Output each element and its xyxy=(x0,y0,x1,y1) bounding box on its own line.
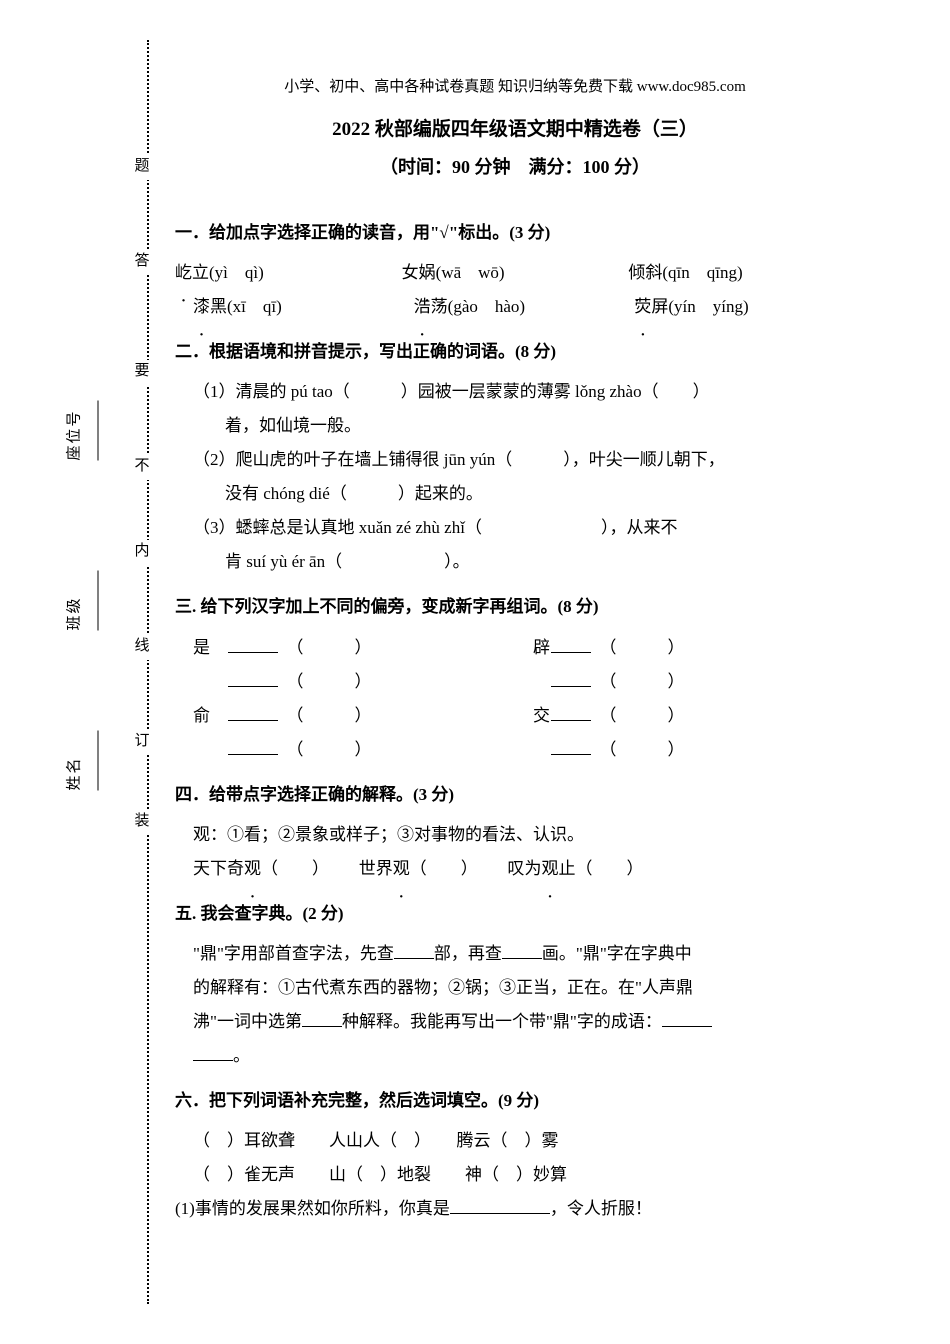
blank-name xyxy=(84,731,99,791)
blank xyxy=(551,738,591,755)
blank-class xyxy=(84,571,99,631)
s5-l1: "鼎"字用部首查字法，先查 部，再查 画。"鼎"字在字典中 xyxy=(175,937,855,971)
s4c-p: （ ） xyxy=(576,859,644,878)
s5-l3b: 种解释。我能再写出一个带"鼎"字的成语： xyxy=(342,1012,662,1031)
blank xyxy=(551,670,591,687)
s3-c0: 是 xyxy=(175,631,211,665)
s5-l4t: 。 xyxy=(233,1046,250,1065)
s1r1c-dot: 倾 xyxy=(628,256,645,290)
s1-row2: 漆黑(xī qī) 浩荡(gào hào) 荧屏(yín yíng) xyxy=(175,290,855,324)
s1r2a-dot: 漆 xyxy=(193,290,210,324)
s1r2a: 黑(xī qī) xyxy=(210,297,282,316)
gutter-seg-ding: 订 xyxy=(131,730,152,755)
s5-l1c: 画。"鼎"字在字典中 xyxy=(542,944,692,963)
section-4-head: 四．给带点字选择正确的解释。(3 分) xyxy=(175,781,855,808)
s6-q1b: ，令人折服！ xyxy=(550,1199,652,1218)
gutter-seg-da: 答 xyxy=(131,250,152,275)
blank xyxy=(662,1010,712,1027)
s2-l1a: （1）清晨的 pú tao（ ）园被一层蒙蒙的薄雾 lǒng zhào（ ） xyxy=(175,375,855,409)
gutter-seg-xian: 线 xyxy=(131,635,152,660)
page-content: 小学、初中、高中各种试卷真题 知识归纳等免费下载 www.doc985.com … xyxy=(175,75,855,1226)
s2-l1b: 着，如仙境一般。 xyxy=(175,409,855,443)
blank xyxy=(502,942,542,959)
s2-l3b: 肯 suí yù ér ān（ ）。 xyxy=(175,545,855,579)
s4b-guan: 观 xyxy=(393,852,410,886)
s4a-guan: 观 xyxy=(244,852,261,886)
s1r1b-pre: 女 xyxy=(402,263,419,282)
s6-q1a: (1)事情的发展果然如你所料，你真是 xyxy=(175,1199,450,1218)
s1r2c-dot: 荧 xyxy=(634,290,651,324)
s3-row4: （ ） （ ） xyxy=(175,733,855,767)
section-2-head: 二．根据语境和拼音提示，写出正确的词语。(8 分) xyxy=(175,338,855,365)
label-class: 班级 xyxy=(63,571,104,631)
s5-l3a: 沸"一词中选第 xyxy=(193,1012,302,1031)
label-seat: 座位号 xyxy=(63,401,104,461)
section-5-head: 五. 我会查字典。(2 分) xyxy=(175,900,855,927)
s6-q1: (1)事情的发展果然如你所料，你真是 ，令人折服！ xyxy=(175,1192,855,1226)
label-class-text: 班级 xyxy=(67,596,83,630)
blank xyxy=(394,942,434,959)
s4b: 世界 xyxy=(359,859,393,878)
s3-c1: 辟 xyxy=(515,631,551,665)
s3-row1: 是 （ ） 辟 （ ） xyxy=(175,631,855,665)
s1r1a: 立(yì qì) xyxy=(192,263,264,282)
section-6-head: 六．把下列词语补充完整，然后选词填空。(9 分) xyxy=(175,1087,855,1114)
s4a-p: （ ） xyxy=(261,859,321,878)
exam-subtitle: （时间：90 分钟 满分：100 分） xyxy=(175,153,855,179)
s5-l3: 沸"一词中选第 种解释。我能再写出一个带"鼎"字的成语： xyxy=(175,1005,855,1039)
s2-l2a: （2）爬山虎的叶子在墙上铺得很 jūn yún（ ），叶尖一顺儿朝下， xyxy=(175,443,855,477)
s5-l1b: 部，再查 xyxy=(434,944,502,963)
s4b-p: （ ） xyxy=(410,859,470,878)
gutter-seg-zhuang: 装 xyxy=(131,810,152,835)
label-name-text: 姓名 xyxy=(67,756,83,790)
s1r1b-dot: 娲 xyxy=(419,256,436,290)
s3-row2: （ ） （ ） xyxy=(175,665,855,699)
s1r1c: 斜(qīn qīng) xyxy=(645,263,742,282)
s4c-guan: 观 xyxy=(542,852,559,886)
blank xyxy=(551,636,591,653)
s1r2b-dot: 浩 xyxy=(414,290,431,324)
gutter-seg-nei: 内 xyxy=(131,540,152,565)
section-3-head: 三. 给下列汉字加上不同的偏旁，变成新字再组词。(8 分) xyxy=(175,593,855,620)
label-name: 姓名 xyxy=(63,731,104,791)
s4-items: 天下奇观（ ） 世界观（ ） 叹为观止（ ） xyxy=(175,852,855,886)
blank xyxy=(551,704,591,721)
gutter-seg-bu: 不 xyxy=(131,455,152,480)
blank xyxy=(228,704,278,721)
s3-c2: 俞 xyxy=(175,699,211,733)
blank xyxy=(228,670,278,687)
s2-l3a: （3）蟋蟀总是认真地 xuǎn zé zhù zhǐ（ ），从来不 xyxy=(175,511,855,545)
s1r1a-dot: 屹 xyxy=(175,256,192,290)
s1r2b: 荡(gào hào) xyxy=(431,297,525,316)
gutter-seg-yao: 要 xyxy=(131,360,152,385)
s5-l4: 。 xyxy=(175,1039,855,1073)
s1-row1: 屹立(yì qì) 女娲(wā wō) 倾斜(qīn qīng) xyxy=(175,256,855,290)
s3-row3: 俞 （ ） 交 （ ） xyxy=(175,699,855,733)
s2-l2b: 没有 chóng dié（ ）起来的。 xyxy=(175,477,855,511)
s6-r1: （ ）耳欲聋 人山人（ ） 腾云（ ）雾 xyxy=(175,1124,855,1158)
blank xyxy=(228,636,278,653)
blank xyxy=(228,738,278,755)
s4-def: 观：①看；②景象或样子；③对事物的看法、认识。 xyxy=(175,818,855,852)
s4c-zhi: 止 xyxy=(559,859,576,878)
s4a: 天下奇 xyxy=(193,859,244,878)
blank xyxy=(450,1197,550,1214)
binding-gutter: 装 订 线 内 不 要 答 题 姓名 班级 座位号 xyxy=(105,40,160,1304)
blank xyxy=(302,1010,342,1027)
blank xyxy=(193,1044,233,1061)
s4c: 叹为 xyxy=(508,859,542,878)
s1r1b: (wā wō) xyxy=(436,263,505,282)
s3-c3: 交 xyxy=(515,699,551,733)
s5-l1a: "鼎"字用部首查字法，先查 xyxy=(193,944,394,963)
s5-l2: 的解释有：①古代煮东西的器物；②锅；③正当，正在。在"人声鼎 xyxy=(175,971,855,1005)
section-1-head: 一．给加点字选择正确的读音，用"√"标出。(3 分) xyxy=(175,219,855,246)
exam-title: 2022 秋部编版四年级语文期中精选卷（三） xyxy=(175,114,855,141)
s1r2c: 屏(yín yíng) xyxy=(651,297,748,316)
gutter-dash xyxy=(147,40,149,1304)
s6-r2: （ ）雀无声 山（ ）地裂 神（ ）妙算 xyxy=(175,1158,855,1192)
gutter-seg-ti: 题 xyxy=(131,155,152,180)
label-seat-text: 座位号 xyxy=(67,409,83,460)
header-link: 小学、初中、高中各种试卷真题 知识归纳等免费下载 www.doc985.com xyxy=(175,75,855,96)
blank-seat xyxy=(84,401,99,461)
